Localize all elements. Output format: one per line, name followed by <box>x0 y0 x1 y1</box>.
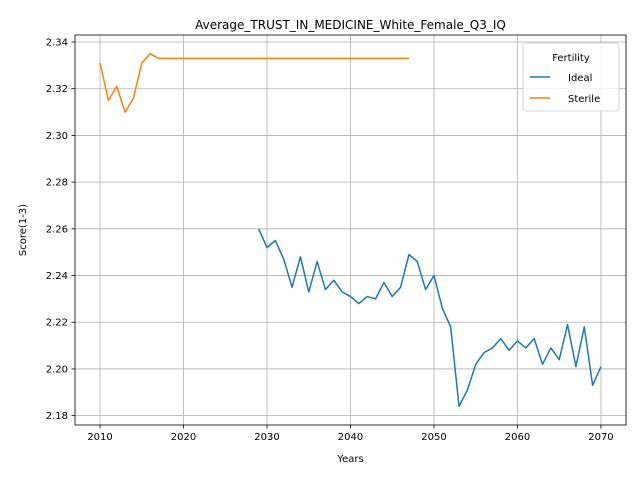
y-tick-label: 2.22 <box>46 318 68 329</box>
legend-items: Ideal Sterile <box>530 73 600 105</box>
y-axis-ticks: 2.18 2.20 2.22 2.24 2.26 2.28 2.30 2.32 2.34 <box>46 38 75 422</box>
y-tick-label: 2.18 <box>46 411 68 422</box>
y-axis-label: Score(1-3) <box>18 204 29 256</box>
series-layer <box>99 52 602 408</box>
chart-title: Average_TRUST_IN_MEDICINE_White_Female_Q… <box>195 18 506 32</box>
grid <box>75 35 626 425</box>
y-tick-label: 2.30 <box>46 131 68 142</box>
series-line-ideal <box>257 228 602 408</box>
x-tick-label: 2040 <box>338 432 363 443</box>
y-tick-label: 2.24 <box>46 271 68 282</box>
x-axis-ticks: 2010 2020 2030 2040 2050 2060 2070 <box>87 425 614 443</box>
legend-title: Fertility <box>552 53 590 64</box>
x-tick-label: 2050 <box>421 432 446 443</box>
y-tick-label: 2.20 <box>46 364 68 375</box>
x-tick-label: 2070 <box>588 432 613 443</box>
series-line-sterile <box>99 52 409 113</box>
y-tick-label: 2.26 <box>46 224 68 235</box>
legend-label-ideal: Ideal <box>568 73 592 84</box>
x-tick-label: 2010 <box>87 432 112 443</box>
x-tick-label: 2060 <box>505 432 530 443</box>
x-tick-label: 2020 <box>171 432 196 443</box>
y-tick-label: 2.28 <box>46 178 68 189</box>
legend: Fertility Ideal Sterile <box>522 42 620 112</box>
y-tick-label: 2.34 <box>46 38 68 49</box>
legend-label-sterile: Sterile <box>568 94 600 105</box>
x-axis-label: Years <box>336 454 363 465</box>
y-tick-label: 2.32 <box>46 84 68 95</box>
x-tick-label: 2030 <box>254 432 279 443</box>
legend-box <box>522 42 620 112</box>
